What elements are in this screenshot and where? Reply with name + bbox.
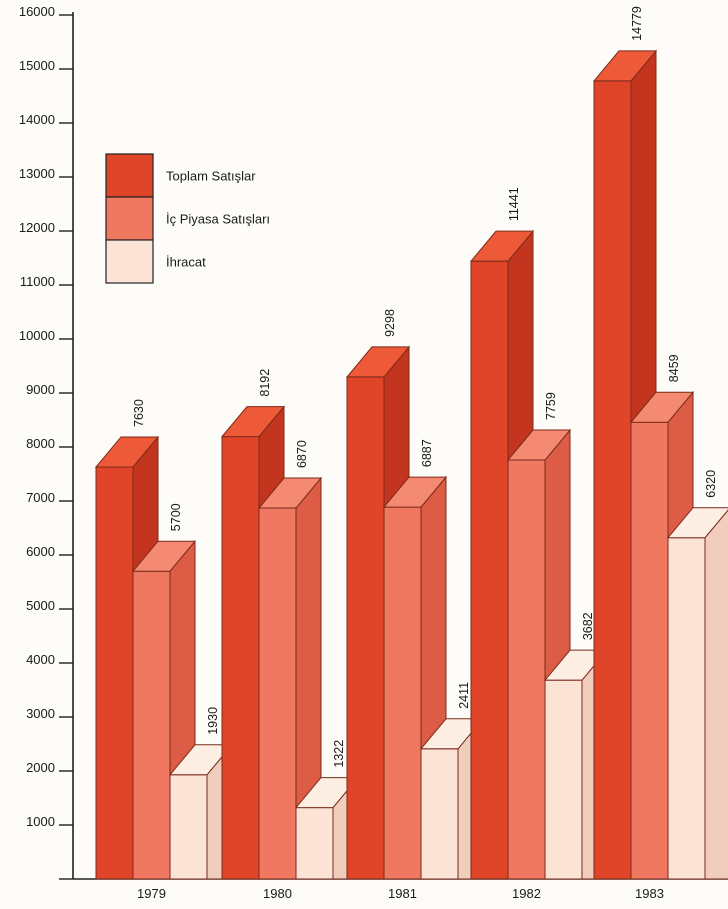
bar-top bbox=[345, 346, 411, 378]
bar-top bbox=[131, 540, 197, 572]
y-tick-label: 9000 bbox=[26, 382, 55, 397]
bar-front bbox=[667, 537, 706, 880]
value-labels: 7630 5700 1930 8192 6870 1322 9298 6887 2411 1144… bbox=[132, 6, 718, 767]
legend-label: İhracat bbox=[166, 255, 206, 270]
bar-front bbox=[132, 570, 171, 880]
y-tick-label: 5000 bbox=[26, 598, 55, 613]
value-label: 7759 bbox=[544, 392, 558, 420]
legend-label: İç Piyasa Satışları bbox=[166, 212, 270, 227]
bar-1980-1 bbox=[257, 476, 323, 880]
y-tick-label: 1000 bbox=[26, 814, 55, 829]
x-tick-label: 1982 bbox=[512, 886, 541, 901]
x-tick-label: 1980 bbox=[263, 886, 292, 901]
bar-front bbox=[221, 436, 260, 880]
y-axis: 1000 2000 3000 4000 5000 6000 7000 8000 9000 1000… bbox=[19, 4, 728, 880]
bars bbox=[94, 49, 728, 880]
bar-top bbox=[382, 476, 448, 508]
value-label: 6887 bbox=[420, 439, 434, 467]
bar-1980-2 bbox=[294, 776, 360, 880]
y-tick-label: 4000 bbox=[26, 652, 55, 667]
bar-front bbox=[346, 376, 385, 880]
value-label: 11441 bbox=[507, 187, 521, 221]
value-label: 9298 bbox=[383, 309, 397, 337]
value-label: 6870 bbox=[295, 440, 309, 468]
bar-front bbox=[470, 260, 509, 880]
legend: Toplam Satışlar İç Piyasa Satışları İhraca… bbox=[105, 153, 270, 284]
bar-front bbox=[258, 507, 297, 880]
y-tick-label: 16000 bbox=[19, 4, 55, 19]
bar-top bbox=[469, 230, 535, 262]
value-label: 8459 bbox=[667, 354, 681, 382]
bar-top bbox=[666, 507, 728, 539]
bar-front bbox=[593, 80, 632, 880]
y-tick-label: 12000 bbox=[19, 220, 55, 235]
bar-top bbox=[257, 477, 323, 509]
y-tick-label: 7000 bbox=[26, 490, 55, 505]
bar-top bbox=[506, 429, 572, 461]
bar-side bbox=[704, 509, 728, 880]
value-label: 8192 bbox=[258, 369, 272, 397]
x-tick-label: 1983 bbox=[635, 886, 664, 901]
x-tick-label: 1981 bbox=[388, 886, 417, 901]
bar-front bbox=[295, 807, 334, 880]
y-tick-label: 6000 bbox=[26, 544, 55, 559]
value-label: 1322 bbox=[332, 740, 346, 768]
y-tick-label: 3000 bbox=[26, 706, 55, 721]
legend-label: Toplam Satışlar bbox=[166, 169, 256, 184]
bar-front bbox=[420, 748, 459, 880]
bar-top bbox=[94, 436, 160, 468]
value-label: 3682 bbox=[581, 612, 595, 640]
value-label: 5700 bbox=[169, 503, 183, 531]
bar-front bbox=[169, 774, 208, 880]
bar-top bbox=[592, 50, 658, 82]
bar-top bbox=[220, 406, 286, 438]
bar-1983-2 bbox=[666, 507, 728, 880]
x-axis-labels: 1979 1980 1981 1982 1983 bbox=[137, 886, 664, 901]
y-tick-label: 10000 bbox=[19, 328, 55, 343]
x-tick-label: 1979 bbox=[137, 886, 166, 901]
y-tick-label: 15000 bbox=[19, 58, 55, 73]
legend-swatch bbox=[105, 153, 154, 198]
bar-front bbox=[544, 679, 583, 880]
value-label: 2411 bbox=[457, 682, 471, 709]
y-tick-label: 14000 bbox=[19, 112, 55, 127]
y-tick-label: 13000 bbox=[19, 166, 55, 181]
legend-swatch bbox=[105, 196, 154, 241]
y-tick-label: 11000 bbox=[20, 274, 55, 289]
bar-front bbox=[383, 506, 422, 880]
value-label: 1930 bbox=[206, 707, 220, 735]
legend-swatch bbox=[105, 239, 154, 284]
y-tick-label: 2000 bbox=[26, 760, 55, 775]
value-label: 6320 bbox=[704, 470, 718, 498]
bar-top bbox=[629, 391, 695, 423]
y-tick-label: 8000 bbox=[26, 436, 55, 451]
bar-front bbox=[95, 466, 134, 880]
value-label: 7630 bbox=[132, 399, 146, 427]
bar-front bbox=[507, 459, 546, 880]
bar-front bbox=[630, 421, 669, 880]
value-label: 14779 bbox=[630, 6, 644, 41]
